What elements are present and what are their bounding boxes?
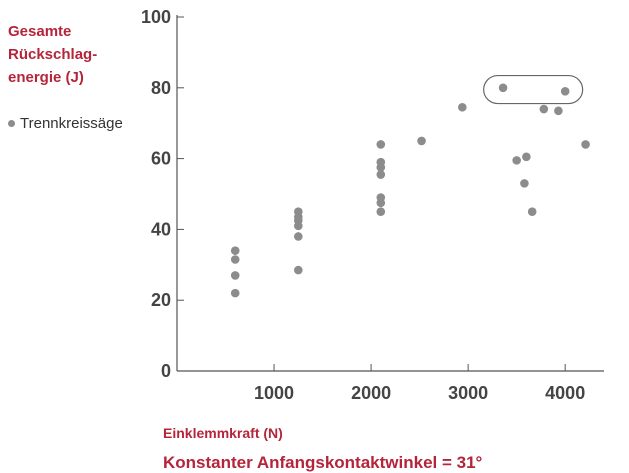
y-tick-label: 20	[151, 290, 171, 310]
data-point	[376, 163, 386, 172]
axis-ticks: 0 20 40 60 80 100 1000 2000 3000 4000	[141, 7, 585, 403]
data-point	[498, 83, 508, 93]
y-axis-label: Gesamte Rückschlag- energie (J)	[8, 23, 98, 86]
legend-marker	[8, 120, 15, 127]
legend: Trennkreissäge	[8, 115, 123, 132]
data-point	[376, 198, 386, 208]
x-tick-label: 1000	[254, 383, 294, 403]
data-point	[376, 170, 386, 179]
data-point	[230, 288, 240, 298]
x-tick-label: 3000	[448, 383, 488, 403]
data-point	[522, 152, 531, 162]
data-point	[230, 255, 240, 264]
chart-annotation: Konstanter Anfangskontaktwinkel = 31°	[163, 453, 483, 472]
y-tick-label: 40	[151, 219, 171, 239]
data-point	[417, 136, 426, 146]
highlight-group	[483, 74, 584, 105]
data-point	[376, 140, 386, 149]
data-point	[230, 246, 240, 255]
data-point	[294, 232, 303, 241]
data-point	[560, 87, 570, 96]
x-axis-label: Einklemmkraft (N)	[163, 425, 283, 441]
x-tick-label: 4000	[545, 383, 585, 403]
data-point	[376, 207, 386, 216]
axes	[176, 15, 604, 372]
data-point	[458, 102, 467, 112]
data-point	[512, 156, 521, 165]
data-point	[520, 179, 529, 188]
y-tick-label: 0	[161, 361, 171, 381]
data-point	[527, 207, 537, 216]
data-point	[539, 104, 549, 114]
data-point	[230, 271, 240, 280]
y-tick-label: 100	[141, 7, 171, 27]
data-point	[581, 140, 590, 149]
y-tick-label: 60	[151, 149, 171, 169]
data-point	[554, 106, 563, 116]
data-points	[230, 83, 590, 298]
x-tick-label: 2000	[351, 383, 391, 403]
legend-label: Trennkreissäge	[20, 115, 123, 132]
y-tick-label: 80	[151, 78, 171, 98]
data-point	[294, 265, 303, 275]
data-point	[294, 221, 303, 231]
highlight-outline	[483, 74, 584, 105]
